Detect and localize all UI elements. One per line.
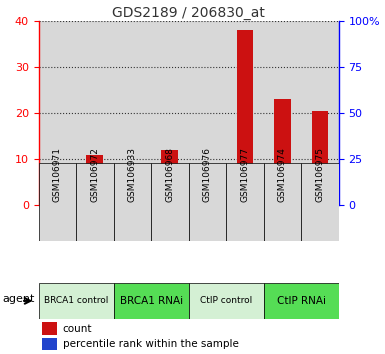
Text: agent: agent [2,294,34,304]
Bar [226,21,264,205]
Bar [49,202,66,205]
Text: GSM106933: GSM106933 [128,147,137,202]
Bar [114,21,151,205]
Bar [124,194,141,205]
Bar [86,193,103,205]
Bar [49,192,66,205]
Text: GSM106972: GSM106972 [90,147,99,202]
Bar [311,189,328,205]
Text: CtIP RNAi: CtIP RNAi [277,296,326,306]
Bar [161,150,178,205]
Bar [189,163,226,241]
Bar [38,21,76,205]
Bar [42,338,57,350]
Text: GSM106976: GSM106976 [203,147,212,202]
Bar [42,322,57,335]
Bar [76,21,114,205]
Bar [274,99,291,205]
Bar [301,21,339,205]
Text: GSM106975: GSM106975 [316,147,325,202]
Bar [199,189,216,205]
Bar [38,163,76,241]
Bar [114,163,151,241]
Text: GSM106974: GSM106974 [278,147,287,202]
Bar [189,21,226,205]
Bar [264,283,339,319]
Bar [264,21,301,205]
Bar [114,283,189,319]
Bar [274,187,291,205]
Bar [226,163,264,241]
Bar [236,30,253,205]
Bar [76,163,114,241]
Bar [151,163,189,241]
Bar [86,155,103,205]
Title: GDS2189 / 206830_at: GDS2189 / 206830_at [112,6,265,20]
Bar [199,202,216,205]
Bar [264,163,301,241]
Text: BRCA1 control: BRCA1 control [44,296,108,306]
Text: GSM106977: GSM106977 [241,147,249,202]
Text: GSM106968: GSM106968 [166,147,174,202]
Bar [151,21,189,205]
Text: CtIP control: CtIP control [200,296,252,306]
Text: count: count [62,324,92,333]
Bar [38,283,114,319]
Bar [311,111,328,205]
Text: GSM106971: GSM106971 [53,147,62,202]
Bar [189,283,264,319]
Bar [161,193,178,205]
Bar [124,204,141,205]
Text: percentile rank within the sample: percentile rank within the sample [62,339,238,349]
Text: BRCA1 RNAi: BRCA1 RNAi [120,296,182,306]
Bar [236,181,253,205]
Bar [301,163,339,241]
